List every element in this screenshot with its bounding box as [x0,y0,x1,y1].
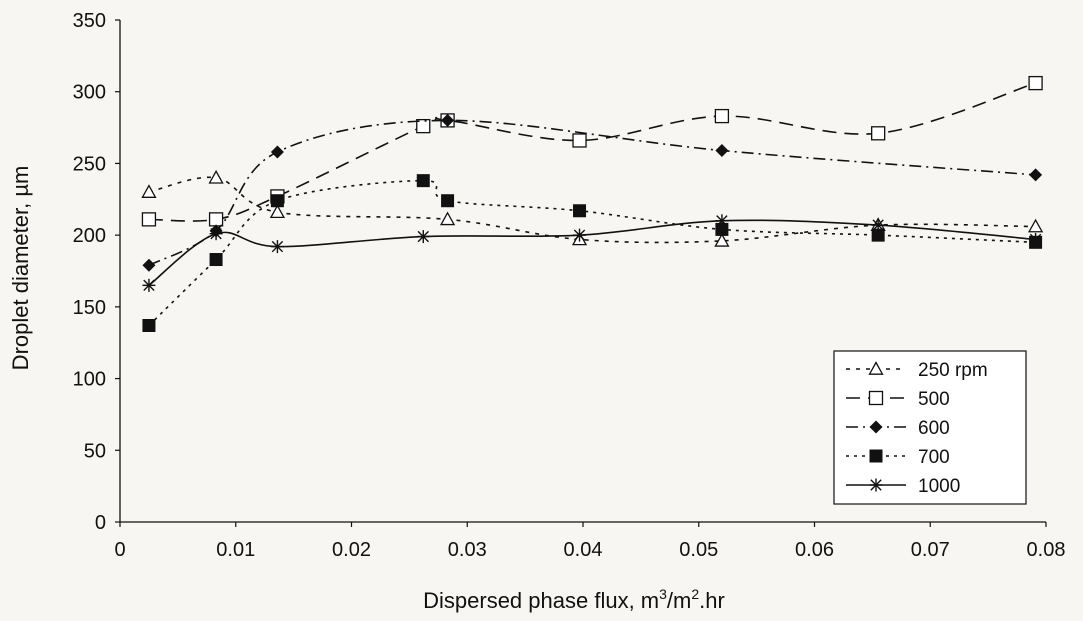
data-point-2 [441,113,455,127]
legend-label-0: 250 rpm [918,360,988,381]
x-tick-label: 0.02 [332,539,371,561]
axes: 0 50 100 150 200 250 300 350 0 0.01 0.02 0.03 0.04 0.… [73,10,1066,561]
data-point-0 [439,211,456,226]
series-line-1 [148,82,1036,222]
legend: 250 rpm 500 600 700 1000 [833,350,1027,505]
data-point-4-stroke [210,228,222,240]
data-point-4-stroke [271,240,284,253]
data-point-3 [715,222,729,236]
y-tick-label: 200 [73,225,106,247]
x-axis-label-sup-1: 3 [659,586,667,602]
data-point-3 [871,228,885,242]
data-point-4-stroke [872,219,884,231]
series-3 [142,174,1043,333]
x-axis-label-main: Dispersed phase flux, m [423,588,659,613]
legend-label-4: 1000 [918,476,960,497]
data-point-3 [441,194,455,208]
data-point-0 [269,204,286,219]
y-tick-label: 350 [73,10,106,32]
data-point-0 [208,169,224,184]
x-tick-label: 0.04 [564,539,603,561]
data-point-4 [1029,232,1043,246]
legend-label-3: 700 [918,447,950,468]
y-tick-label: 150 [73,297,106,319]
x-axis-label-mid: /m [667,588,691,613]
data-point-4-stroke [417,230,429,243]
data-point-1 [141,212,157,227]
series-line-3 [148,179,1036,327]
x-tick-label: 0.08 [1027,539,1066,561]
y-tick-label: 300 [73,82,106,104]
legend-label-2: 600 [918,418,950,439]
data-point-0 [1027,218,1044,233]
legend-box [833,350,1027,505]
series-line-2 [148,119,1036,266]
data-point-3 [270,194,284,208]
x-tick-label: 0.05 [679,539,718,561]
legend-marker-4-stroke [870,479,882,491]
data-point-3 [416,174,430,188]
data-point-1 [1028,75,1043,91]
x-axis-label: Dispersed phase flux, m3/m2.hr [423,586,725,613]
data-point-4 [209,227,223,241]
y-axis-label-group: Droplet diameter, µm [8,166,33,371]
data-point-4-stroke [143,279,155,292]
series-line-0 [148,176,1036,244]
data-point-4 [270,240,284,254]
legend-marker-1 [868,390,884,406]
x-tick-label: 0.06 [795,539,834,561]
data-point-3 [142,319,156,333]
data-point-4 [142,278,156,292]
legend-label-1: 500 [918,389,950,410]
data-point-2 [142,258,156,272]
data-point-4 [416,230,430,244]
data-point-1 [572,133,587,148]
data-point-1 [416,118,431,134]
x-tick-label: 0.01 [216,539,255,561]
legend-marker-4 [869,478,883,492]
y-tick-label: 250 [73,153,106,175]
x-tick-label: 0.03 [448,539,487,561]
legend-marker-2 [869,420,883,434]
series-4 [142,214,1043,292]
data-point-3 [573,204,587,218]
data-point-2 [1029,168,1043,182]
series-layer [141,75,1044,333]
data-point-1 [871,126,886,141]
y-axis-label: Droplet diameter, µm [8,166,33,371]
x-axis-label-tail: .hr [699,588,725,613]
data-point-4-stroke [1029,233,1042,246]
data-point-4-stroke [573,229,586,241]
data-point-2 [715,144,729,158]
data-point-2 [270,145,284,159]
y-tick-label: 0 [95,512,106,534]
data-point-3 [209,253,223,267]
data-point-4 [871,218,885,232]
data-point-1 [714,108,730,124]
data-point-1 [208,212,224,227]
data-point-4-stroke [716,215,728,227]
y-tick-label: 100 [73,369,106,391]
data-point-4 [715,214,729,228]
x-axis-label-sup-2: 2 [691,586,699,602]
x-tick-label: 0.07 [911,539,950,561]
series-line-4 [148,219,1036,286]
x-tick-label: 0 [114,539,125,561]
legend-marker-0 [868,361,884,375]
data-point-0 [714,233,730,247]
data-point-0 [141,184,157,198]
legend-marker-3 [869,449,883,463]
data-point-4 [573,228,587,242]
y-tick-label: 50 [84,440,106,462]
